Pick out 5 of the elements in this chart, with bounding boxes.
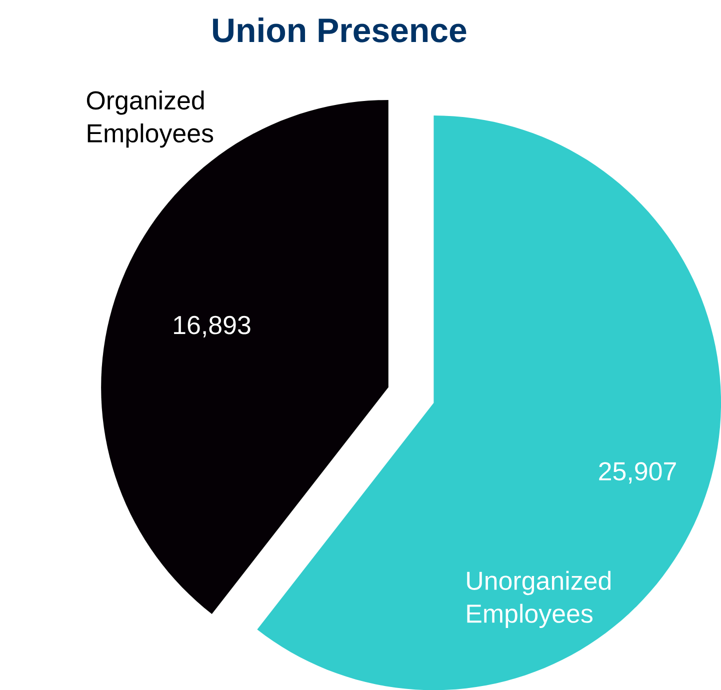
slice-label: Organized Employees [86,90,214,148]
slice-label: Unorganized Employees [467,570,611,628]
data-label: 25,907 [599,462,676,484]
chart-title: Union Presence [213,17,466,42]
data-label: 16,893 [174,316,250,338]
